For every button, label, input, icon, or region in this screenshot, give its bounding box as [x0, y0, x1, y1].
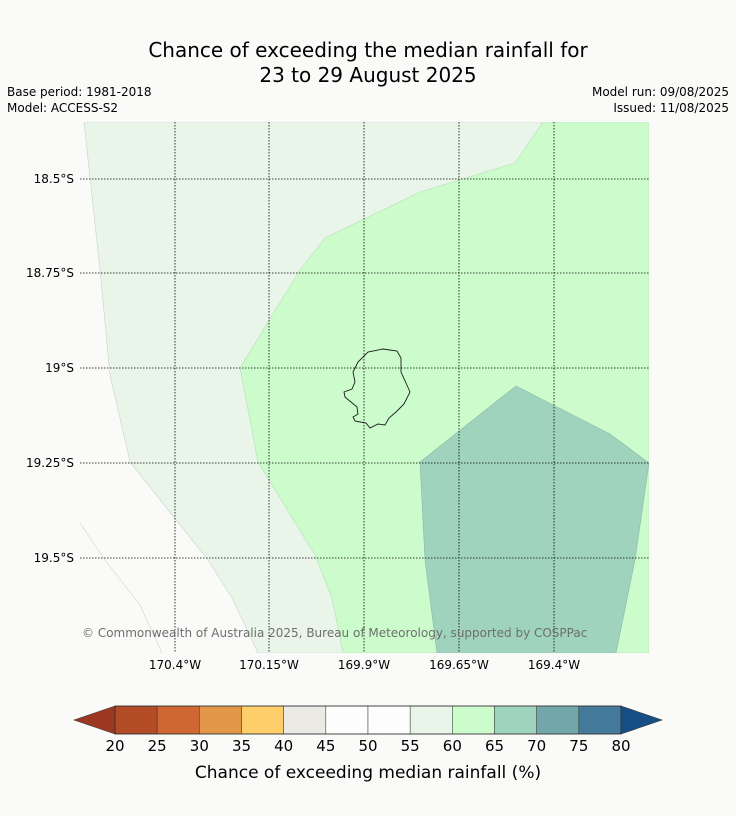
- contour-line: [80, 522, 163, 653]
- lon-label: 169.9°W: [338, 658, 390, 672]
- model-text: Model: ACCESS-S2: [7, 101, 119, 115]
- gridlines: [80, 122, 649, 653]
- map-area: © Commonwealth of Australia 2025, Bureau…: [80, 122, 649, 653]
- meta-left: Base period: 1981-2018 Model: ACCESS-S2: [7, 84, 152, 116]
- colorbar-cell: [241, 705, 284, 735]
- colorbar-tick-label: 60: [443, 737, 462, 755]
- colorbar-cell: [367, 705, 411, 735]
- zone-65-70: [419, 385, 649, 653]
- copyright-text: © Commonwealth of Australia 2025, Bureau…: [82, 626, 587, 640]
- colorbar-cell: [156, 705, 200, 735]
- colorbar-cell: [578, 705, 622, 735]
- model-run-text: Model run: 09/08/2025: [591, 85, 729, 99]
- lon-label: 169.65°W: [429, 658, 489, 672]
- colorbar-tick-label: 45: [316, 737, 335, 755]
- colorbar-cell: [325, 705, 369, 735]
- colorbar-tick-label: 30: [190, 737, 209, 755]
- colorbar-frame: [114, 705, 622, 735]
- lat-label: 19°S: [45, 361, 74, 375]
- colorbar-cell: [494, 705, 537, 735]
- colorbar-tick-label: 55: [401, 737, 420, 755]
- lat-label: 18.75°S: [26, 266, 74, 280]
- colorbar-tick-label: 70: [527, 737, 546, 755]
- lat-label: 19.25°S: [26, 456, 74, 470]
- colorbar-over-arrow: [620, 705, 663, 735]
- meta-right: Model run: 09/08/2025 Issued: 11/08/2025: [592, 84, 729, 116]
- colorbar-cell: [452, 705, 495, 735]
- colorbar-tick-label: 25: [148, 737, 167, 755]
- lon-label: 169.4°W: [528, 658, 580, 672]
- colorbar-cell: [283, 705, 327, 735]
- issued-text: Issued: 11/08/2025: [613, 101, 729, 115]
- title-line-1: Chance of exceeding the median rainfall …: [148, 38, 588, 62]
- colorbar-cell: [409, 705, 453, 735]
- title-line-2: 23 to 29 August 2025: [259, 63, 477, 87]
- colorbar-cell: [114, 705, 158, 735]
- colorbar-label: Chance of exceeding median rainfall (%): [195, 763, 541, 783]
- colorbar-tick-label: 50: [358, 737, 377, 755]
- colorbar-tick-label: 80: [611, 737, 630, 755]
- niue-island-outline: [343, 348, 411, 429]
- colorbar-tick-label: 40: [274, 737, 293, 755]
- colorbar-cell: [199, 705, 242, 735]
- colorbar-tick-label: 20: [105, 737, 124, 755]
- colorbar-under-arrow: [73, 705, 116, 735]
- colorbar-tick-label: 75: [569, 737, 588, 755]
- base-period-text: Base period: 1981-2018: [7, 85, 152, 99]
- lon-label: 170.4°W: [149, 658, 201, 672]
- colorbar-tick-label: 35: [232, 737, 251, 755]
- colorbar-cell: [536, 705, 580, 735]
- lon-label: 170.15°W: [239, 658, 299, 672]
- lat-label: 19.5°S: [34, 551, 74, 565]
- lat-label: 18.5°S: [34, 172, 74, 186]
- colorbar: 20 25 30 35 40 45 50 55 60 65 70 75 80 Chance of exc…: [73, 705, 663, 783]
- colorbar-tick-label: 65: [485, 737, 504, 755]
- map-title: Chance of exceeding the median rainfall …: [0, 38, 736, 88]
